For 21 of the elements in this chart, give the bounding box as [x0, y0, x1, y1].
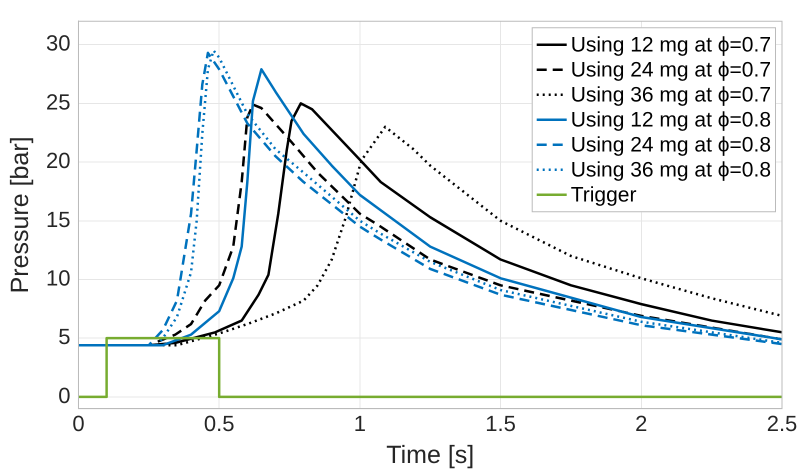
y-tick-label: 30	[46, 30, 70, 56]
legend-label: Using 36 mg at ϕ=0.7	[570, 83, 772, 106]
x-tick-label: 0.5	[204, 410, 234, 436]
y-tick-label: 15	[46, 206, 70, 232]
legend-label: Using 36 mg at ϕ=0.8	[570, 158, 772, 182]
x-tick-label: 2.5	[766, 410, 798, 436]
x-tick-label: 1.5	[485, 410, 516, 436]
y-tick-label: 5	[58, 324, 70, 350]
legend-label: Using 12 mg at ϕ=0.7	[570, 33, 772, 56]
x-axis-title: Time [s]	[386, 440, 474, 469]
y-tick-label: 20	[46, 148, 70, 174]
x-tick-label: 2	[635, 410, 648, 436]
y-tick-label: 10	[46, 266, 70, 291]
legend-label: Using 24 mg at ϕ=0.7	[570, 58, 772, 82]
legend-label: Using 24 mg at ϕ=0.8	[570, 133, 772, 156]
legend-label: Using 12 mg at ϕ=0.8	[570, 108, 772, 132]
y-axis-title: Pressure [bar]	[6, 136, 34, 294]
y-tick-label: 25	[46, 89, 70, 114]
legend-label: Trigger	[570, 183, 636, 206]
x-tick-label: 1	[354, 410, 366, 436]
y-tick-label: 0	[58, 382, 70, 408]
